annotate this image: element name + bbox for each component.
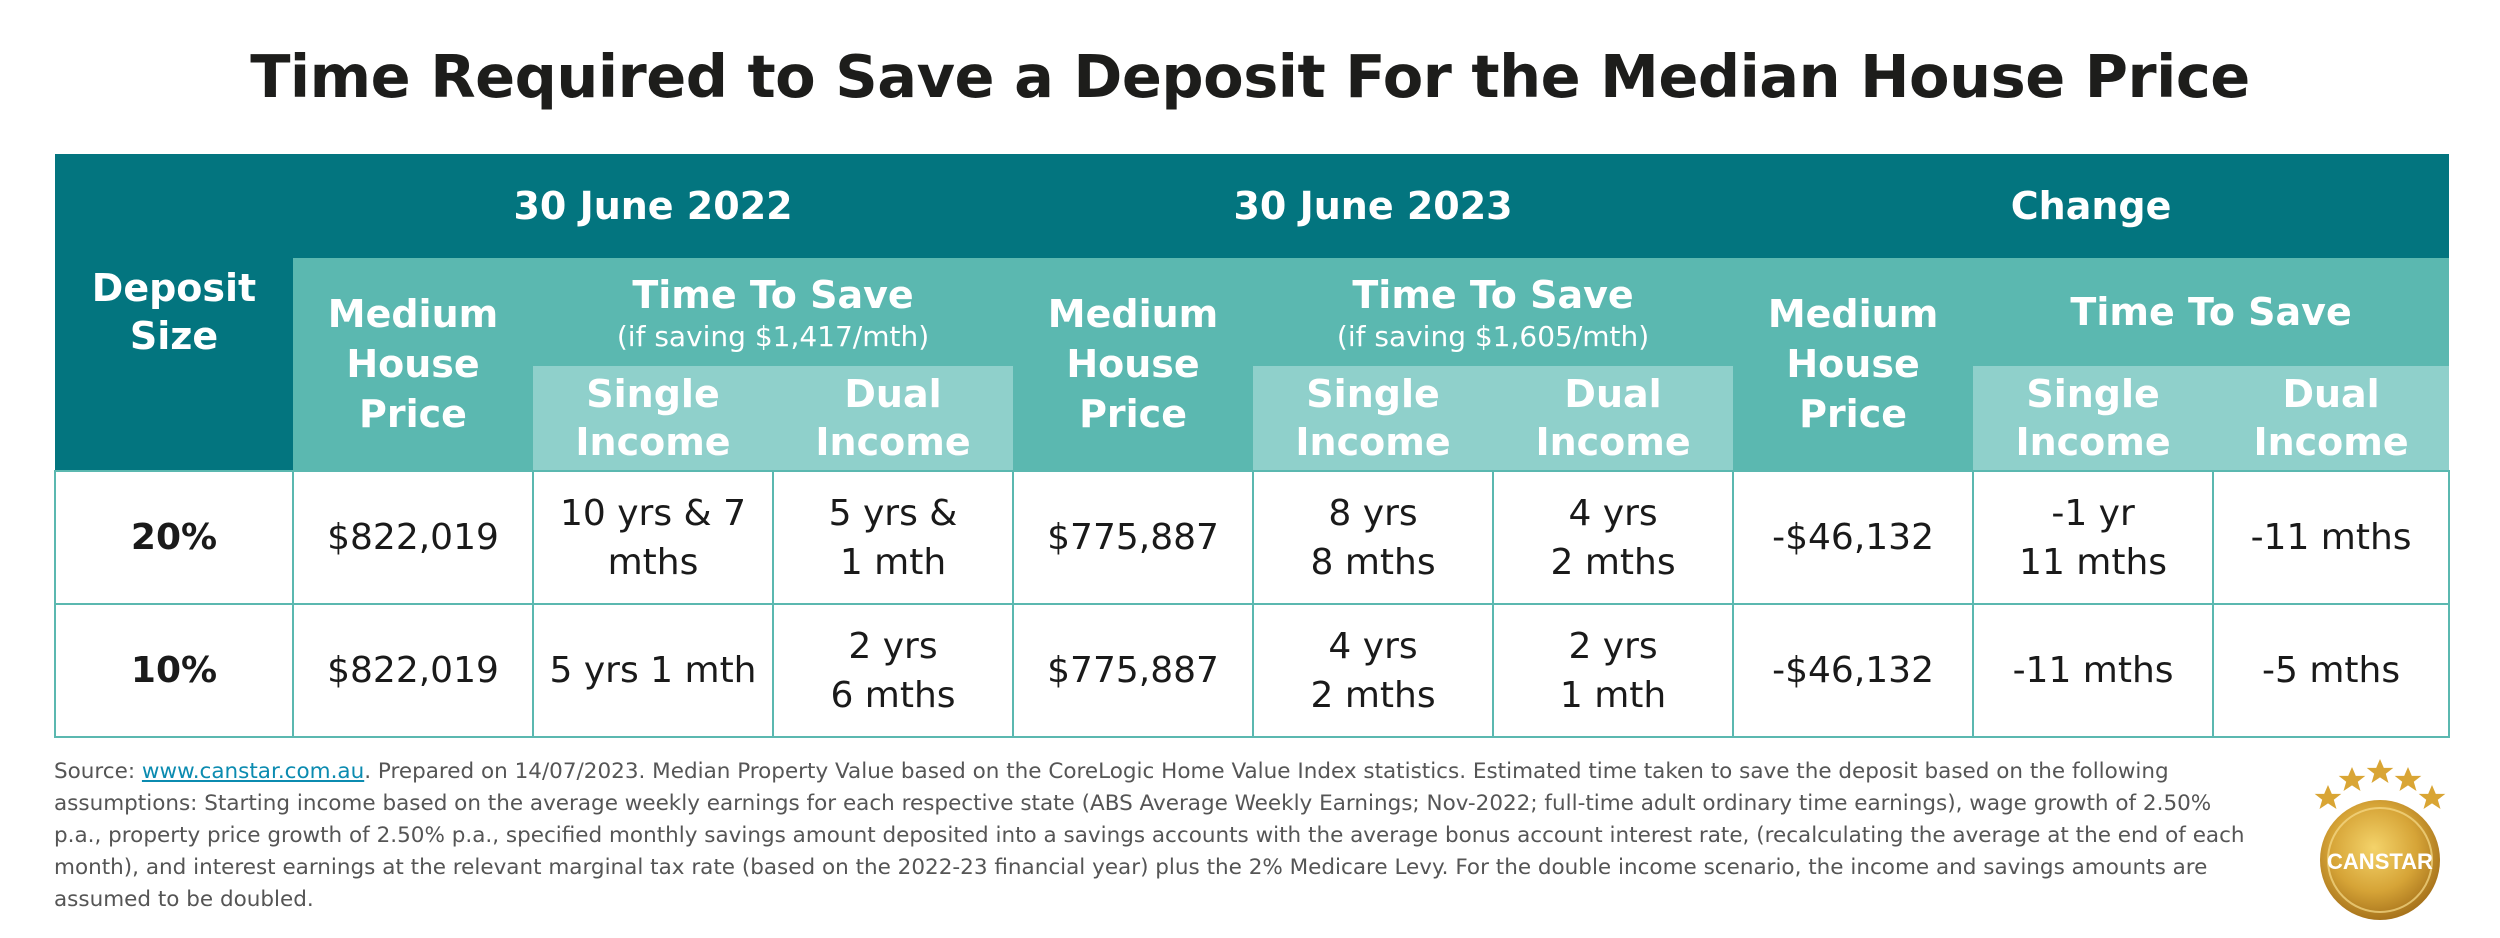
savings-rate-2022: (if saving $1,417/mth): [616, 320, 930, 353]
price-header-2022: Medium House Price: [293, 258, 533, 471]
table-row: 20% $822,019 10 yrs & 7 mths 5 yrs & 1 mth…: [54, 470, 2451, 605]
time-to-save-header-2023: Time To Save (if saving $1,605/mth): [1253, 258, 1734, 366]
single-income-2023-cell: 8 yrs 8 mths: [1252, 470, 1495, 605]
source-footnote: Source: www.canstar.com.au. Prepared on …: [54, 756, 2254, 916]
dual-income-2022-cell: 5 yrs & 1 mth: [771, 470, 1015, 605]
source-link[interactable]: www.canstar.com.au: [141, 759, 365, 784]
dual-income-header-2022: Dual Income: [773, 366, 1014, 471]
dual-income-change-cell: -11 mths: [2212, 470, 2451, 605]
group-header-change: Change: [1733, 154, 2450, 258]
dual-income-change-cell: -5 mths: [2212, 603, 2451, 738]
canstar-five-star-badge-icon: CANSTAR: [2314, 759, 2446, 920]
dual-income-header-2023: Dual Income: [1493, 366, 1734, 471]
price-header-2023: Medium House Price: [1013, 258, 1254, 471]
median-price-change-cell: -$46,132: [1732, 603, 1975, 738]
single-income-2023-cell: 4 yrs 2 mths: [1252, 603, 1495, 738]
deposit-savings-table: Deposit Size 30 June 2022 30 June 2023 Ch…: [54, 154, 2451, 738]
single-income-header-change: Single Income: [1973, 366, 2214, 471]
dual-income-header-change: Dual Income: [2213, 366, 2450, 471]
table-row: 10% $822,019 5 yrs 1 mth 2 yrs 6 mths $77…: [54, 603, 2451, 738]
time-to-save-header-2022: Time To Save (if saving $1,417/mth): [533, 258, 1014, 366]
source-prefix: Source:: [54, 759, 142, 784]
single-income-change-cell: -1 yr 11 mths: [1972, 470, 2215, 605]
deposit-size-cell: 20%: [54, 470, 294, 605]
canstar-logo: CANSTAR: [2290, 752, 2470, 932]
median-price-2022-cell: $822,019: [292, 603, 534, 738]
page-title: Time Required to Save a Deposit For the …: [250, 42, 2250, 111]
single-income-change-cell: -11 mths: [1972, 603, 2215, 738]
median-price-2022-cell: $822,019: [292, 470, 534, 605]
single-income-2022-cell: 10 yrs & 7 mths: [532, 470, 774, 605]
single-income-2022-cell: 5 yrs 1 mth: [532, 603, 774, 738]
median-price-change-cell: -$46,132: [1732, 470, 1975, 605]
deposit-size-header: Deposit Size: [55, 154, 293, 471]
canstar-logo-text: CANSTAR: [2327, 849, 2433, 874]
group-header-2023: 30 June 2023: [1013, 154, 1734, 258]
dual-income-2023-cell: 2 yrs 1 mth: [1492, 603, 1735, 738]
deposit-size-cell: 10%: [54, 603, 294, 738]
single-income-header-2022: Single Income: [533, 366, 773, 471]
source-text: . Prepared on 14/07/2023. Median Propert…: [54, 759, 2245, 912]
median-price-2023-cell: $775,887: [1012, 470, 1255, 605]
group-header-2022: 30 June 2022: [293, 154, 1014, 258]
median-price-2023-cell: $775,887: [1012, 603, 1255, 738]
dual-income-2022-cell: 2 yrs 6 mths: [771, 603, 1015, 738]
price-header-change: Medium House Price: [1733, 258, 1974, 471]
time-to-save-header-change: Time To Save: [1973, 258, 2450, 366]
single-income-header-2023: Single Income: [1253, 366, 1494, 471]
savings-rate-2023: (if saving $1,605/mth): [1336, 320, 1650, 353]
dual-income-2023-cell: 4 yrs 2 mths: [1492, 470, 1735, 605]
